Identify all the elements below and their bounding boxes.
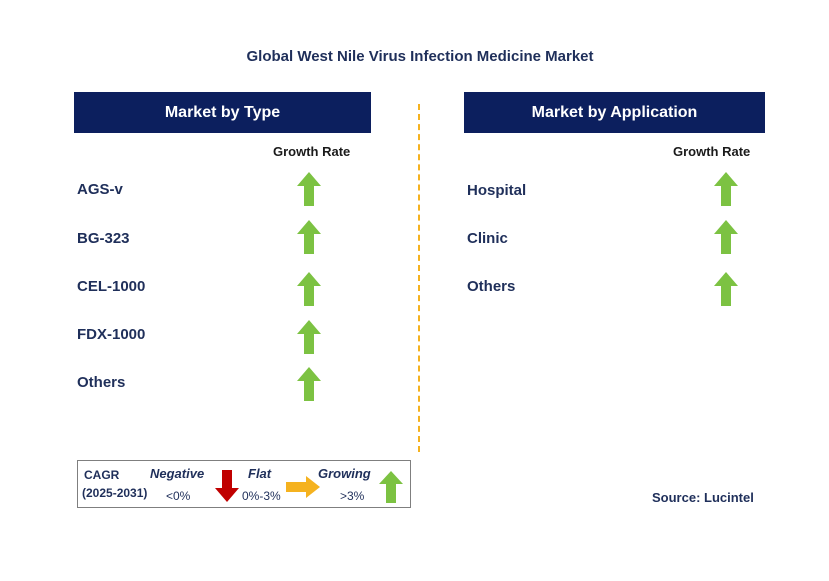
green-up-arrow-icon	[714, 172, 738, 206]
type-item-ags-v: AGS-v	[77, 181, 123, 198]
green-up-arrow-icon	[297, 367, 321, 401]
type-item-bg-323: BG-323	[77, 230, 130, 247]
type-item-others: Others	[77, 374, 126, 391]
market-by-application-header: Market by Application	[464, 92, 765, 133]
red-down-arrow-icon	[215, 470, 239, 502]
diagram-title: Global West Nile Virus Infection Medicin…	[246, 48, 594, 65]
legend-flat-label: Flat	[248, 466, 272, 481]
application-item-hospital: Hospital	[467, 182, 527, 199]
cagr-legend	[77, 460, 411, 508]
type-item-fdx-1000: FDX-1000	[77, 326, 146, 343]
green-up-arrow-icon	[297, 320, 321, 354]
legend-flat-range: 0%-3%	[242, 489, 281, 503]
green-up-arrow-icon	[379, 471, 403, 503]
green-up-arrow-icon	[714, 220, 738, 254]
legend-cagr-label: CAGR	[84, 468, 120, 482]
market-by-type-header: Market by Type	[74, 92, 371, 133]
green-up-arrow-icon	[297, 172, 321, 206]
application-item-others: Others	[467, 278, 516, 295]
application-growth-rate-label: Growth Rate	[673, 144, 751, 159]
legend-growing-label: Growing	[318, 466, 371, 481]
type-item-cel-1000: CEL-1000	[77, 278, 146, 295]
legend-negative-label: Negative	[150, 466, 205, 481]
green-up-arrow-icon	[714, 272, 738, 306]
source-label: Source: Lucintel	[652, 490, 754, 505]
legend-growing-range: >3%	[340, 489, 365, 503]
panel-divider	[418, 104, 420, 452]
application-item-clinic: Clinic	[467, 230, 508, 247]
green-up-arrow-icon	[297, 272, 321, 306]
legend-period-label: (2025-2031)	[82, 486, 148, 500]
legend-negative-range: <0%	[166, 489, 191, 503]
yellow-right-arrow-icon	[286, 476, 320, 498]
type-growth-rate-label: Growth Rate	[273, 144, 351, 159]
green-up-arrow-icon	[297, 220, 321, 254]
